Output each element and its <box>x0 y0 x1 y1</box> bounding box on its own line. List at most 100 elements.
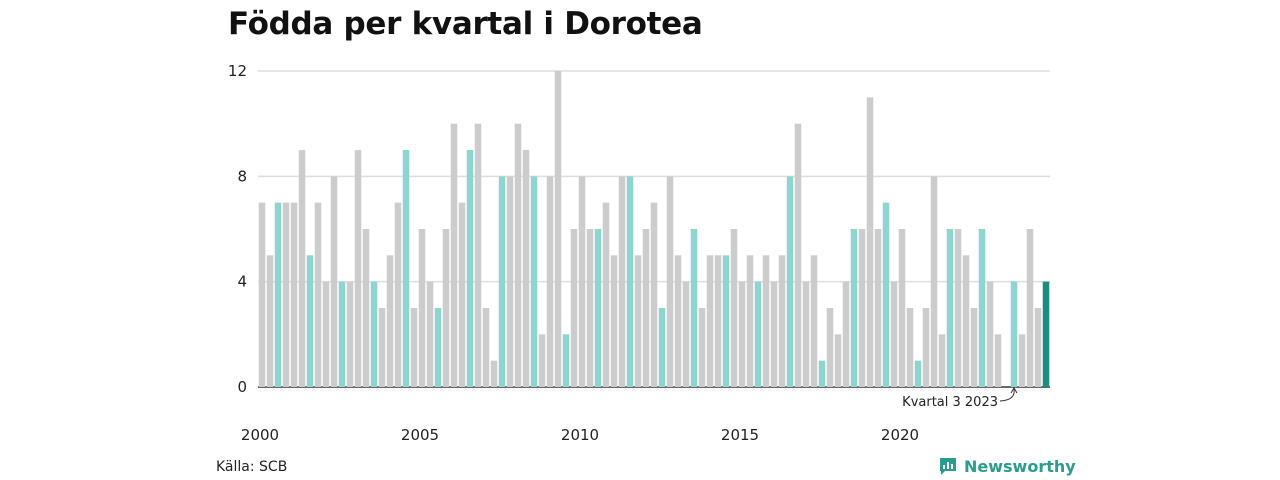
bar <box>922 308 930 387</box>
newsworthy-logo-icon <box>940 458 956 475</box>
annotation-label: Kvartal 3 2023 <box>902 395 998 410</box>
bar <box>778 255 786 387</box>
bar <box>962 255 970 387</box>
bar <box>762 255 770 387</box>
bar <box>698 308 706 387</box>
bar <box>1018 334 1026 387</box>
bar <box>682 281 690 387</box>
bar <box>890 281 898 387</box>
x-tick-label: 2020 <box>881 426 919 444</box>
bar <box>1026 229 1034 387</box>
bar <box>466 150 474 387</box>
bar <box>586 229 594 387</box>
bar <box>938 334 946 387</box>
bar <box>386 255 394 387</box>
bar <box>266 255 274 387</box>
bar <box>554 71 562 387</box>
bar <box>794 123 802 388</box>
bar <box>986 281 994 387</box>
bar <box>530 176 538 387</box>
bar <box>770 281 778 387</box>
bars <box>258 71 1050 388</box>
bar <box>474 123 482 388</box>
bar <box>306 255 314 387</box>
bar <box>690 229 698 387</box>
y-tick-label: 12 <box>228 62 247 80</box>
y-tick-label: 4 <box>237 273 247 291</box>
bar <box>914 360 922 387</box>
bar <box>1034 308 1042 387</box>
y-tick-labels: 0 4 8 12 <box>228 62 247 396</box>
chart-title: Födda per kvartal i Dorotea <box>228 6 703 42</box>
bar <box>346 281 354 387</box>
bar <box>626 176 634 387</box>
bar <box>258 202 266 387</box>
bar <box>738 281 746 387</box>
bar <box>1010 281 1018 387</box>
bar <box>570 229 578 387</box>
bar <box>658 308 666 387</box>
bar <box>722 255 730 387</box>
bar <box>994 334 1002 387</box>
bar <box>810 255 818 387</box>
bar <box>602 202 610 387</box>
bar <box>866 97 874 387</box>
bar <box>506 176 514 387</box>
bar <box>746 255 754 387</box>
bar <box>482 308 490 387</box>
bar <box>882 202 890 387</box>
bar <box>954 229 962 387</box>
bar <box>906 308 914 387</box>
bar <box>410 308 418 387</box>
annotation-arrowhead <box>1010 387 1018 394</box>
bar <box>842 281 850 387</box>
bar <box>834 334 842 387</box>
bar <box>1042 281 1050 387</box>
bar <box>426 281 434 387</box>
brand-logo: Newsworthy <box>938 456 1076 476</box>
source-label: Källa: SCB <box>216 459 288 475</box>
bar <box>338 281 346 387</box>
bar <box>730 229 738 387</box>
bar <box>378 308 386 387</box>
bar <box>898 229 906 387</box>
bar <box>298 150 306 387</box>
x-tick-labels: 2000 2005 2010 2015 2020 <box>241 426 919 444</box>
bar <box>274 202 282 387</box>
bar <box>322 281 330 387</box>
bar <box>666 176 674 387</box>
x-tick-label: 2010 <box>561 426 599 444</box>
bar <box>786 176 794 387</box>
bar <box>314 202 322 387</box>
bar <box>858 229 866 387</box>
bar <box>562 334 570 387</box>
bar <box>826 308 834 387</box>
bar <box>290 202 298 387</box>
y-tick-label: 8 <box>237 167 247 185</box>
bar <box>362 229 370 387</box>
bar <box>610 255 618 387</box>
x-tick-label: 2000 <box>241 426 279 444</box>
bar <box>418 229 426 387</box>
annotation-arrow <box>999 388 1015 402</box>
bar <box>498 176 506 387</box>
bar <box>458 202 466 387</box>
bar <box>930 176 938 387</box>
bar <box>714 255 722 387</box>
bar <box>450 123 458 388</box>
bar <box>522 150 530 387</box>
bar <box>618 176 626 387</box>
x-tick-label: 2015 <box>721 426 759 444</box>
bar <box>514 123 522 388</box>
bar <box>754 281 762 387</box>
x-tick-label: 2005 <box>401 426 439 444</box>
bar <box>402 150 410 387</box>
bar <box>850 229 858 387</box>
bar <box>578 176 586 387</box>
bar <box>634 255 642 387</box>
brand-name: Newsworthy <box>964 456 1076 476</box>
bar <box>874 229 882 387</box>
bar <box>946 229 954 387</box>
bar <box>970 308 978 387</box>
y-tick-label: 0 <box>237 378 247 396</box>
